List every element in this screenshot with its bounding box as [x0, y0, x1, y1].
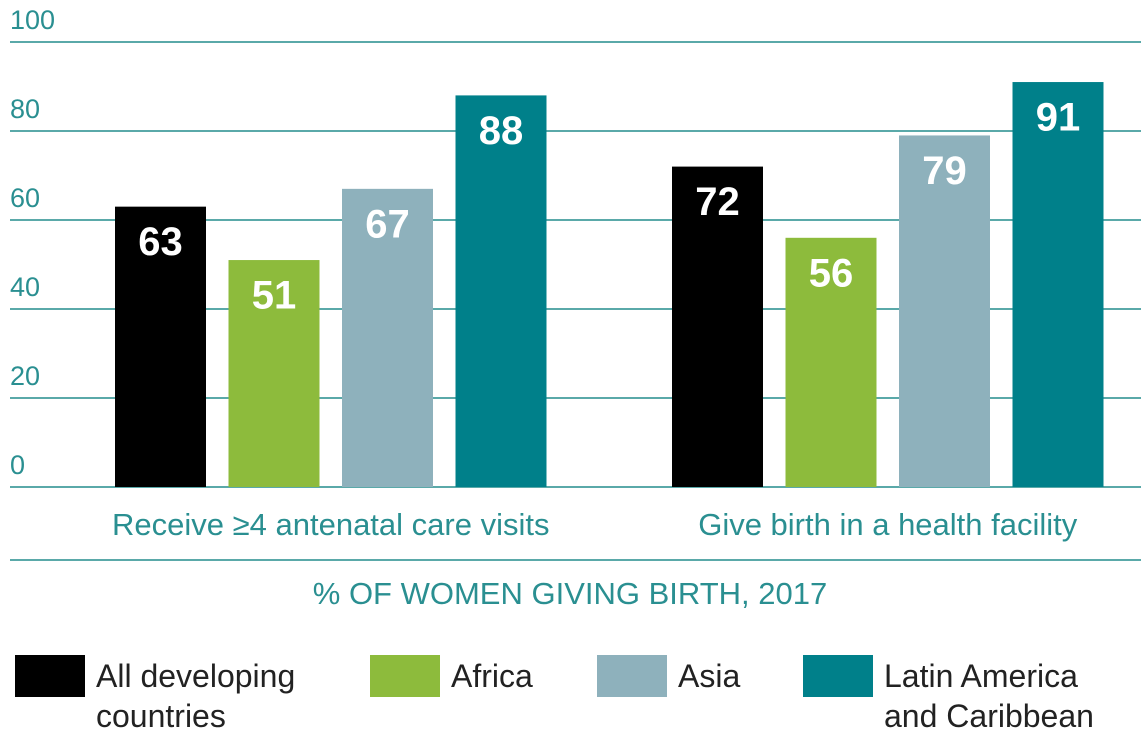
bar — [899, 135, 990, 487]
y-tick-label: 80 — [10, 94, 40, 124]
bar — [785, 237, 877, 487]
legend-swatch — [370, 655, 440, 697]
legend-label: All developing countries — [96, 658, 296, 734]
y-tick-label: 0 — [10, 450, 25, 480]
legend-label: Asia — [678, 658, 741, 694]
value-label: 56 — [809, 251, 854, 295]
value-label: 51 — [252, 274, 297, 318]
y-tick-label: 100 — [10, 5, 55, 35]
value-label: 72 — [695, 180, 740, 224]
value-label: 63 — [138, 220, 183, 264]
bar — [342, 188, 433, 487]
legend-swatch — [803, 655, 873, 697]
legend-label: Latin America and Caribbean — [884, 658, 1094, 734]
x-tick-label: Give birth in a health facility — [698, 507, 1078, 542]
value-label: 79 — [922, 149, 967, 193]
chart: % OF WOMEN GIVING BIRTH, 2017 0 20 40 60 80 1… — [10, 5, 1141, 611]
bar — [1012, 82, 1104, 488]
legend-swatch — [597, 655, 667, 697]
legend-item: Asia — [597, 655, 918, 697]
legend-item: All developing countries — [15, 655, 336, 736]
x-tick-label: Receive ≥4 antenatal care visits — [112, 507, 549, 542]
x-axis-title: % OF WOMEN GIVING BIRTH, 2017 — [313, 576, 827, 611]
legend-item: Latin America and Caribbean — [803, 655, 1124, 736]
bar — [115, 206, 206, 487]
legend-label: Africa — [451, 658, 533, 694]
bar — [228, 260, 320, 487]
value-label: 67 — [365, 202, 410, 246]
y-tick-label: 60 — [10, 183, 40, 213]
value-label: 88 — [479, 109, 524, 153]
value-label: 91 — [1036, 96, 1081, 140]
bar — [672, 166, 763, 487]
legend-item: Africa — [370, 655, 691, 697]
legend-swatch — [15, 655, 85, 697]
y-tick-label: 40 — [10, 272, 40, 302]
y-tick-label: 20 — [10, 361, 40, 391]
bar — [455, 95, 547, 488]
